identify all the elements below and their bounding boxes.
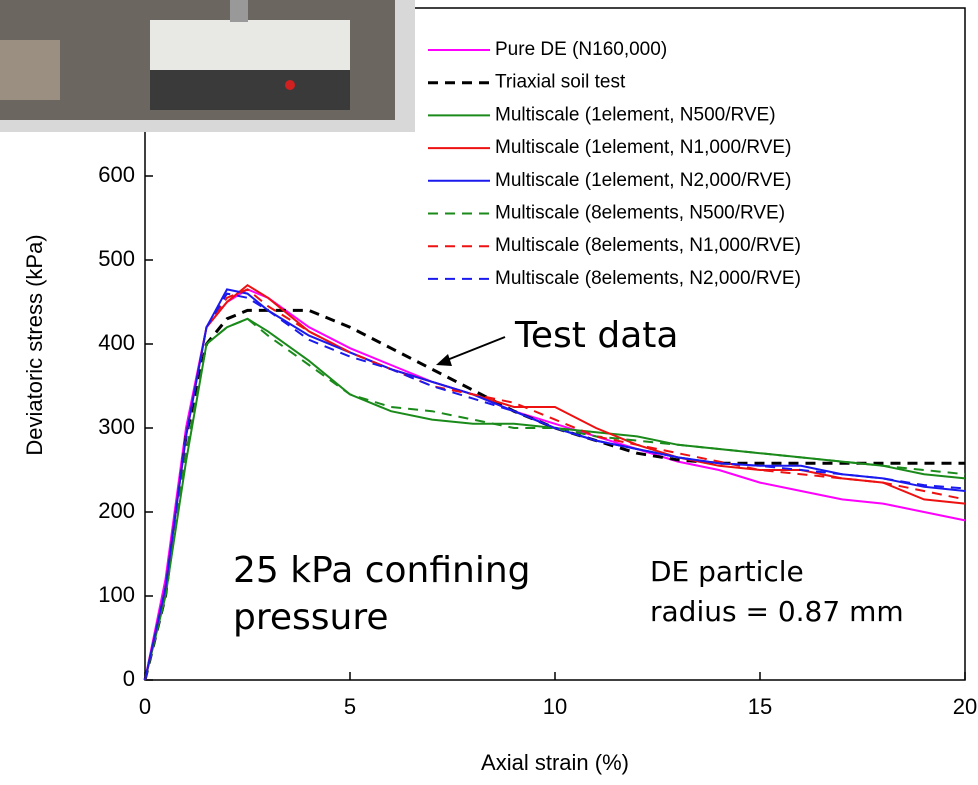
y-tick-label: 400 — [98, 330, 135, 355]
x-tick-label: 15 — [748, 694, 772, 719]
legend-label: Multiscale (1element, N500/RVE) — [495, 104, 776, 125]
annotation: Test data — [514, 315, 678, 356]
series-line — [144, 292, 966, 681]
x-tick-label: 20 — [953, 694, 977, 719]
x-tick-label: 5 — [344, 694, 356, 719]
legend-label: Multiscale (1element, N1,000/RVE) — [495, 137, 791, 158]
annotation: pressure — [233, 597, 389, 638]
y-tick-label: 300 — [98, 414, 135, 439]
y-tick-label: 500 — [98, 246, 135, 271]
series-line — [144, 288, 966, 681]
series-line — [144, 317, 966, 681]
photo-light — [285, 80, 295, 90]
y-tick-label: 0 — [123, 666, 135, 691]
photo-post — [230, 0, 248, 22]
annotation: radius = 0.87 mm — [650, 595, 904, 628]
photo-panel — [150, 70, 350, 110]
annotation-arrow — [441, 336, 506, 363]
legend-label: Multiscale (8elements, N1,000/RVE) — [495, 235, 801, 256]
x-axis-label: Axial strain (%) — [481, 750, 629, 775]
legend-label: Multiscale (8elements, N2,000/RVE) — [495, 268, 801, 289]
x-tick-label: 0 — [139, 694, 151, 719]
photo-bench — [0, 40, 60, 100]
y-tick-label: 200 — [98, 498, 135, 523]
photo-inset — [0, 0, 415, 132]
annotation: 25 kPa confining — [233, 550, 531, 591]
x-tick-label: 10 — [543, 694, 567, 719]
arrow-head — [436, 354, 452, 366]
legend-label: Multiscale (8elements, N500/RVE) — [495, 203, 785, 224]
y-tick-label: 600 — [98, 162, 135, 187]
y-axis-label: Deviatoric stress (kPa) — [22, 234, 47, 455]
legend: Pure DE (N160,000) Triaxial soil test Mult… — [428, 39, 801, 289]
legend-label: Triaxial soil test — [495, 72, 626, 93]
series-line — [144, 288, 966, 681]
legend-label: Multiscale (1element, N2,000/RVE) — [495, 170, 791, 191]
y-tick-label: 100 — [98, 582, 135, 607]
annotation: DE particle — [650, 555, 804, 588]
legend-label: Pure DE (N160,000) — [495, 39, 667, 60]
